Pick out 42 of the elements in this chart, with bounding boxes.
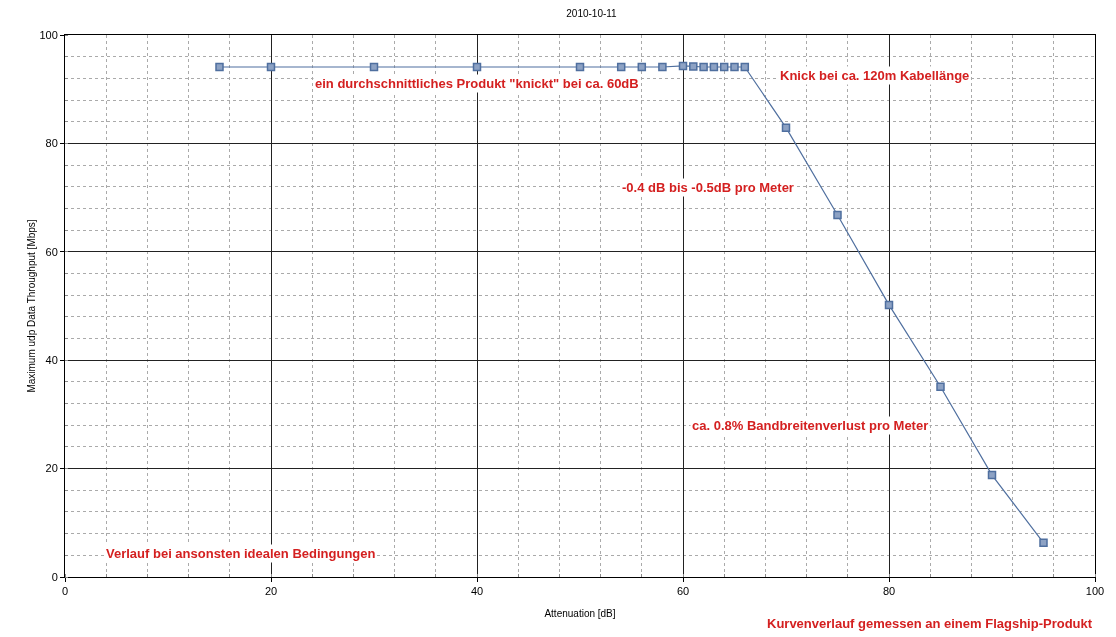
point <box>699 62 708 72</box>
annotation: Knick bei ca. 120m Kabellänge <box>780 68 970 83</box>
x-tick-label: 40 <box>470 585 484 598</box>
point <box>781 123 791 132</box>
point <box>936 382 945 392</box>
point <box>678 61 688 71</box>
x-tick-label: 80 <box>882 585 896 598</box>
point <box>472 62 482 72</box>
y-tick-label: 20 <box>45 462 58 475</box>
point <box>833 210 842 220</box>
point <box>689 62 698 71</box>
annotation: ca. 0.8% Bandbreitenverlust pro Meter <box>692 418 929 433</box>
point <box>215 62 224 72</box>
point <box>884 300 894 310</box>
point <box>575 62 585 72</box>
annotation: -0.4 dB bis -0.5dB pro Meter <box>622 180 794 195</box>
point <box>369 62 379 72</box>
y-tick-label: 60 <box>45 245 58 258</box>
y-tick-label: 0 <box>51 570 58 583</box>
x-axis-title: Attenuation [dB] <box>544 608 616 619</box>
point <box>658 62 667 72</box>
x-tick-label: 60 <box>676 585 690 598</box>
chart-title: 2010-10-11 <box>566 7 618 19</box>
point <box>616 62 626 72</box>
y-tick-label: 40 <box>45 354 58 367</box>
y-tick-label: 100 <box>39 28 58 41</box>
point <box>266 62 276 72</box>
point <box>1039 538 1048 548</box>
x-tick-label: 20 <box>264 585 278 598</box>
text: Kurvenverlauf gemessen an einem Flagship-Produkt <box>767 616 1093 631</box>
annotation: ein durchschnittliches Produkt "knickt" bei ca. 60dB <box>315 76 639 91</box>
point <box>709 62 719 72</box>
y-axis-title: Maximum udp Data Throughput [Mbps] <box>26 219 37 393</box>
point <box>637 62 647 72</box>
x-tick-label: 100 <box>1085 585 1105 598</box>
annotation: Verlauf bei ansonsten idealen Bedingungen <box>106 546 376 561</box>
y-tick-label: 80 <box>45 137 58 150</box>
x-tick-label: 0 <box>61 585 69 598</box>
point <box>719 62 729 72</box>
point <box>987 470 997 480</box>
point <box>740 62 750 72</box>
point <box>730 62 739 72</box>
